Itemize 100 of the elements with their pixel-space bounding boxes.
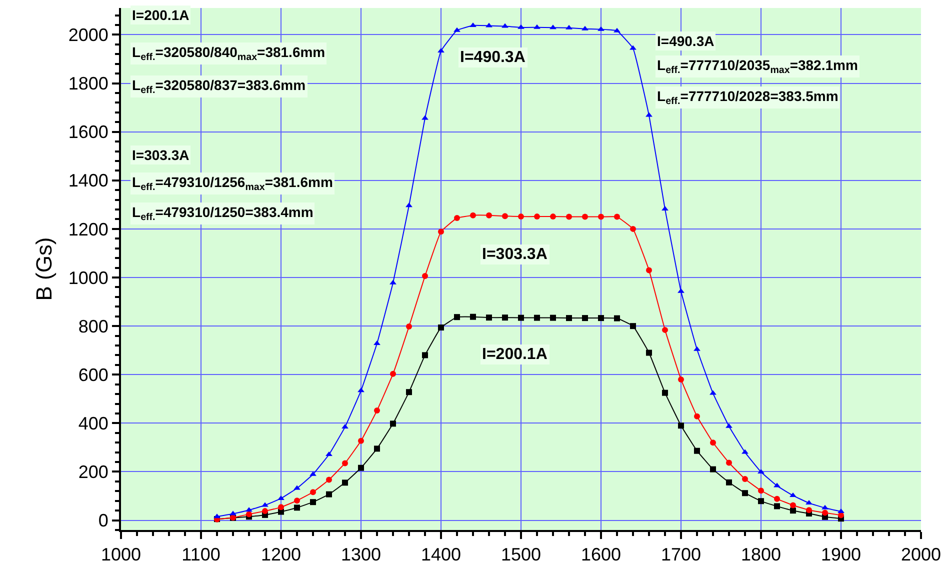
point	[838, 508, 844, 514]
point	[502, 23, 508, 28]
x-tick-label: 1200	[260, 544, 302, 565]
point	[326, 476, 332, 483]
annotation: I=490.3A	[657, 33, 714, 49]
annotation: L$_{eff.}$=479310/1250=383.4mm	[132, 204, 314, 223]
annotation: L$_{eff.}$=777710/2028=383.5mm	[657, 88, 838, 107]
point	[358, 464, 364, 471]
point	[822, 504, 828, 510]
point	[646, 112, 652, 117]
x-tick-label: 1100	[182, 544, 220, 565]
y-tick-label: 1400	[68, 170, 108, 191]
point	[454, 27, 460, 32]
point	[422, 352, 428, 358]
point	[294, 485, 300, 490]
point	[550, 214, 556, 220]
point	[630, 323, 636, 330]
point	[758, 498, 764, 504]
point	[534, 214, 540, 220]
point	[390, 370, 396, 377]
point	[582, 315, 588, 322]
point	[342, 424, 348, 429]
y-tick-label: 200	[78, 462, 108, 482]
point	[534, 24, 540, 29]
point	[534, 314, 540, 321]
y-tick-label: 400	[78, 413, 108, 434]
point	[406, 389, 412, 396]
y-tick-label: 1000	[68, 268, 108, 288]
point	[630, 226, 636, 232]
point	[214, 514, 220, 518]
point	[294, 498, 300, 504]
point	[262, 508, 268, 514]
point	[550, 314, 556, 321]
point	[758, 468, 764, 474]
point	[358, 438, 364, 444]
point	[630, 45, 636, 50]
point	[726, 479, 732, 486]
point	[694, 413, 700, 420]
annotation: I=303.3A	[132, 147, 190, 163]
y-axis-title: B (Gs)	[32, 237, 57, 301]
x-tick-label: 1700	[660, 544, 702, 565]
annotation: L$_{eff.}$=479310/1256$_{max}$=381.6mm	[132, 174, 333, 193]
point	[246, 507, 252, 512]
point	[694, 346, 700, 351]
point	[502, 213, 508, 220]
point	[742, 476, 748, 482]
point	[486, 314, 492, 321]
annotation: I=200.1A	[482, 346, 548, 363]
point	[470, 212, 476, 218]
point	[662, 326, 668, 333]
point	[614, 315, 620, 322]
point	[790, 502, 796, 508]
point	[326, 451, 332, 456]
point	[262, 502, 268, 507]
point	[406, 202, 412, 208]
point	[678, 376, 684, 382]
point	[582, 26, 588, 30]
x-tick-label: 2000	[900, 544, 942, 565]
point	[646, 350, 652, 356]
point	[774, 496, 780, 502]
point	[598, 26, 604, 31]
point	[598, 315, 604, 322]
y-tick-label: 1200	[68, 219, 108, 240]
point	[454, 215, 460, 222]
point	[582, 214, 588, 220]
y-tick-label: 600	[78, 364, 108, 385]
point	[710, 466, 716, 472]
y-tick-label: 1800	[68, 74, 108, 94]
point	[822, 510, 828, 516]
y-tick-label: 2000	[68, 25, 108, 46]
point	[566, 214, 572, 220]
point	[694, 448, 700, 454]
point	[662, 206, 668, 211]
point	[806, 500, 812, 505]
point	[310, 499, 316, 506]
point	[246, 511, 252, 518]
y-tick-label: 1600	[68, 122, 108, 142]
point	[294, 504, 300, 511]
y-tick-label: 0	[98, 510, 108, 531]
point	[342, 480, 348, 486]
point	[678, 288, 684, 293]
point	[662, 390, 668, 396]
point	[566, 24, 572, 30]
point	[278, 504, 284, 510]
point	[678, 422, 684, 429]
point	[438, 324, 444, 331]
point	[726, 460, 732, 466]
point	[518, 214, 524, 220]
point	[486, 22, 492, 28]
x-tick-label: 1000	[100, 544, 142, 565]
annotation: I=303.3A	[482, 246, 548, 263]
point	[486, 212, 492, 218]
point	[710, 390, 716, 395]
point	[710, 440, 716, 446]
point	[806, 507, 812, 514]
x-tick-label: 1800	[740, 544, 782, 565]
point	[374, 446, 380, 452]
point	[742, 449, 748, 454]
annotation: L$_{eff.}$=320580/840$_{max}$=381.6mm	[132, 44, 326, 63]
point	[342, 460, 348, 466]
